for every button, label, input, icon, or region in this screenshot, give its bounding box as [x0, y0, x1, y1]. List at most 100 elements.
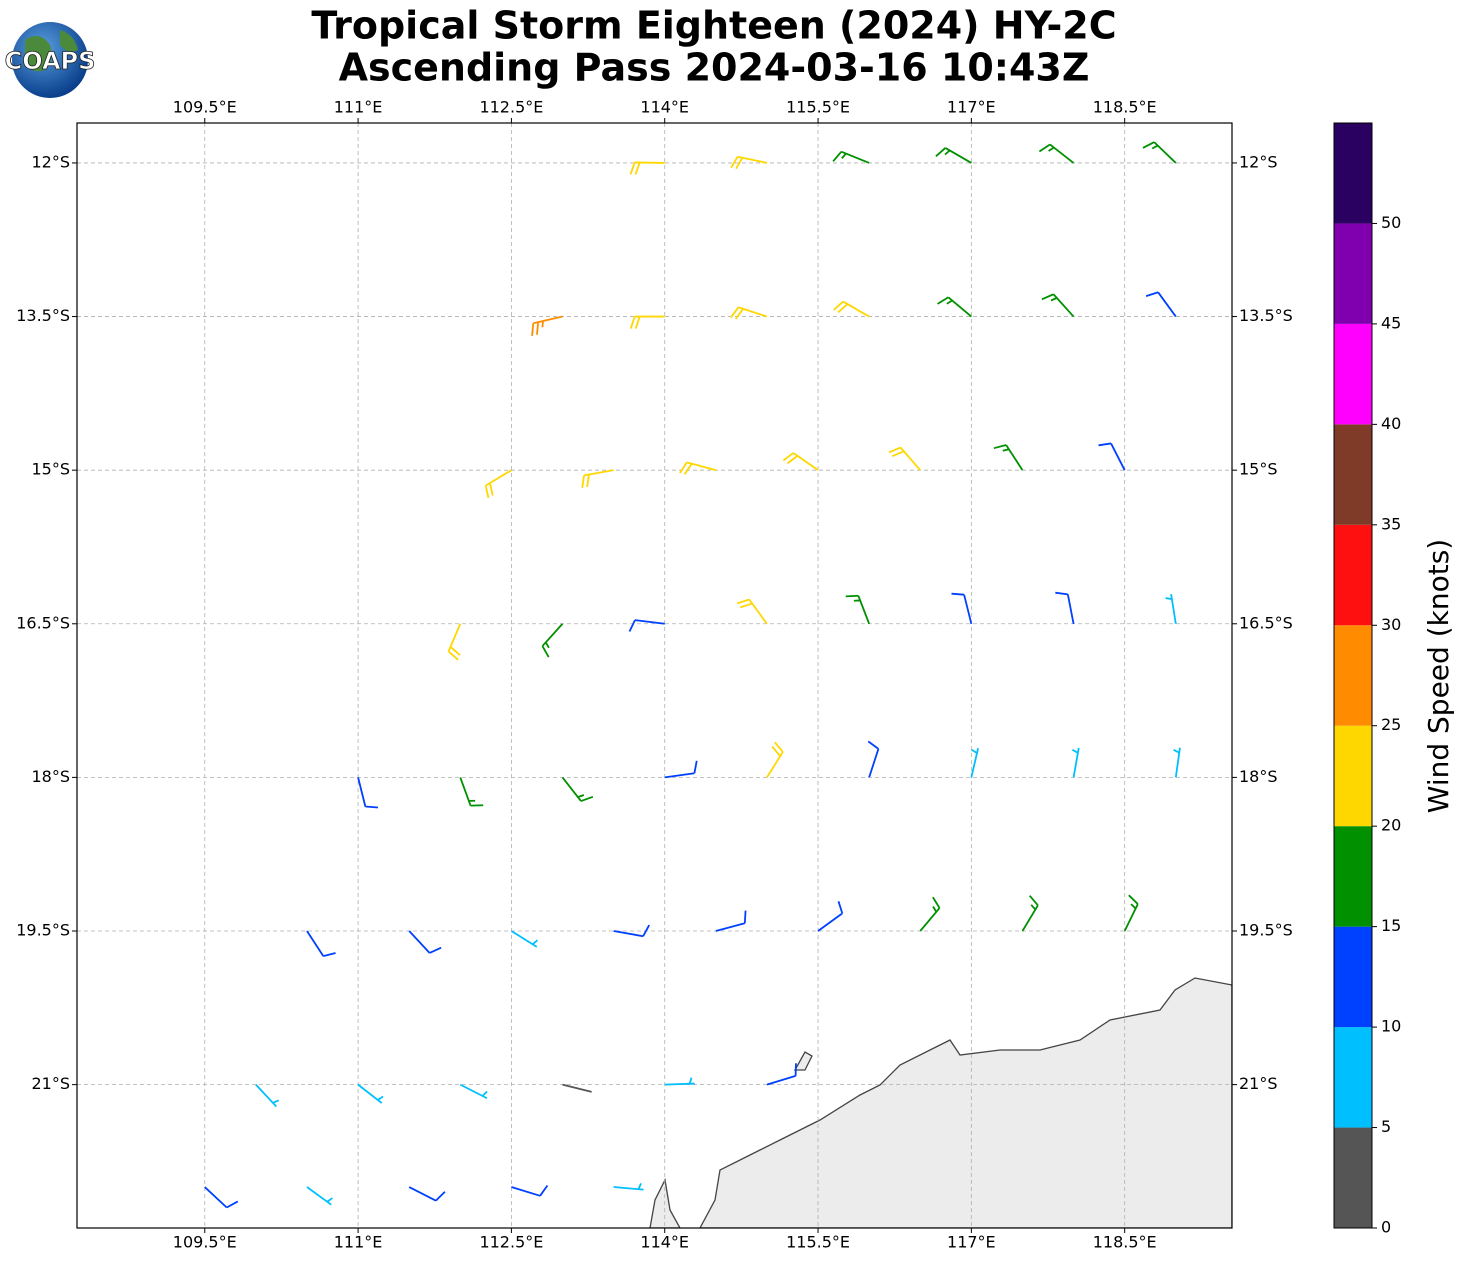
wind-barb [715, 910, 747, 932]
wind-barb [408, 1186, 446, 1202]
y-tick-label: 19.5°S [1239, 921, 1293, 940]
x-tick-label: 111°E [334, 1233, 383, 1252]
y-tick-label: 15°S [1239, 460, 1278, 479]
colorbar-bin [1334, 1127, 1372, 1228]
x-tick-label: 118.5°E [1093, 98, 1157, 117]
wind-barb [510, 930, 539, 948]
logo: COAPS [4, 22, 96, 98]
wind-barbs [204, 141, 1181, 1209]
wind-barb [459, 777, 484, 807]
wind-barb [255, 1084, 280, 1108]
colorbar-bin [1334, 123, 1372, 224]
wind-barb [867, 740, 880, 778]
ocean [77, 123, 1232, 1228]
wind-barb [888, 446, 921, 471]
wind-barb [730, 155, 768, 170]
colorbar-bin [1334, 926, 1372, 1028]
wind-barb [447, 623, 462, 661]
wind-barb [730, 306, 768, 320]
wind-barb [1165, 594, 1177, 624]
wind-barb [408, 930, 442, 954]
colorbar-bin [1334, 826, 1372, 927]
wind-barb [1071, 747, 1080, 778]
y-tick-label: 16.5°S [16, 613, 70, 632]
colorbar-tick-label: 45 [1381, 313, 1401, 332]
colorbar-tick-label: 25 [1381, 715, 1401, 734]
wind-barb [561, 776, 594, 802]
x-tick-label: 118.5°E [1093, 1233, 1157, 1252]
y-tick-label: 21°S [1239, 1074, 1278, 1093]
wind-barb [204, 1186, 239, 1209]
x-tick-label: 115.5°E [786, 98, 850, 117]
wind-barb [817, 901, 844, 932]
colorbar-tick-label: 15 [1381, 916, 1401, 935]
wind-barb [1098, 442, 1126, 471]
colorbar-frame [1333, 122, 1373, 1229]
x-tick-label: 115.5°E [786, 1233, 850, 1252]
wind-barb [511, 1184, 549, 1197]
x-tick-label: 111°E [334, 98, 383, 117]
wind-barb [306, 930, 336, 958]
wind-barb [970, 747, 979, 778]
y-tick-label: 15°S [31, 460, 70, 479]
title-line: Tropical Storm Eighteen (2024) HY-2C [311, 4, 1116, 48]
colorbar-bin [1334, 1027, 1372, 1128]
wind-barb [357, 1083, 384, 1104]
wind-barb [993, 444, 1024, 471]
wind-barb [541, 623, 564, 658]
colorbar-bin [1334, 625, 1372, 726]
grid [77, 123, 1232, 1228]
wind-barb [1123, 894, 1139, 932]
wind-barb [1021, 895, 1039, 932]
y-tick-label: 18°S [1239, 767, 1278, 786]
wind-barb [736, 598, 768, 625]
wind-barb [664, 1077, 695, 1086]
colorbar-tick-label: 20 [1381, 816, 1401, 835]
wind-barb [306, 1186, 333, 1206]
land [699, 977, 1232, 1228]
x-tick-label: 114°E [640, 98, 689, 117]
island [793, 1051, 813, 1071]
y-tick-label: 12°S [31, 152, 70, 171]
wind-barb [613, 924, 650, 938]
wind-barb [459, 1083, 488, 1100]
colorbar-bin [1334, 524, 1372, 626]
y-tick-label: 19.5°S [16, 921, 70, 940]
colorbar: 0 5 10 15 20 25 30 35 40 45 50 [1333, 122, 1401, 1237]
wind-barb [935, 147, 972, 164]
wind-barb [531, 315, 563, 336]
y-tick-label: 21°S [31, 1074, 70, 1093]
x-tick-label: 114°E [640, 1233, 689, 1252]
wind-barb [629, 315, 665, 329]
colorbar-tick-label: 5 [1381, 1117, 1391, 1136]
wind-barb [1145, 291, 1177, 318]
wind-barb [782, 452, 819, 471]
y-tick-label: 16.5°S [1239, 613, 1293, 632]
colorbar-bin [1334, 725, 1372, 827]
x-tick-label: 112.5°E [479, 98, 543, 117]
wind-barb [1142, 141, 1177, 164]
wind-barb [484, 469, 512, 499]
wind-barb [1055, 591, 1075, 624]
x-tick-label: 112.5°E [479, 1233, 543, 1252]
wind-barb [679, 461, 717, 475]
wind-barb [581, 469, 614, 489]
x-tick-label: 117°E [947, 98, 996, 117]
wind-barb [357, 777, 379, 809]
colorbar-tick-label: 0 [1381, 1218, 1391, 1237]
wind-barb [766, 741, 784, 778]
wind-barb [664, 760, 698, 779]
wind-barb [766, 1063, 797, 1086]
colorbar-tick-label: 10 [1381, 1017, 1401, 1036]
title-line: Ascending Pass 2024-03-16 10:43Z [339, 46, 1090, 90]
map-frame [76, 122, 1233, 1229]
wind-barb [919, 896, 941, 932]
wind-barb [833, 300, 870, 318]
y-tick-label: 12°S [1239, 152, 1278, 171]
colorbar-tick-label: 40 [1381, 414, 1401, 433]
y-tick-label: 18°S [31, 767, 70, 786]
wind-barb [845, 594, 870, 625]
x-tick-label: 117°E [947, 1233, 996, 1252]
colorbar-tick-label: 35 [1381, 514, 1401, 533]
